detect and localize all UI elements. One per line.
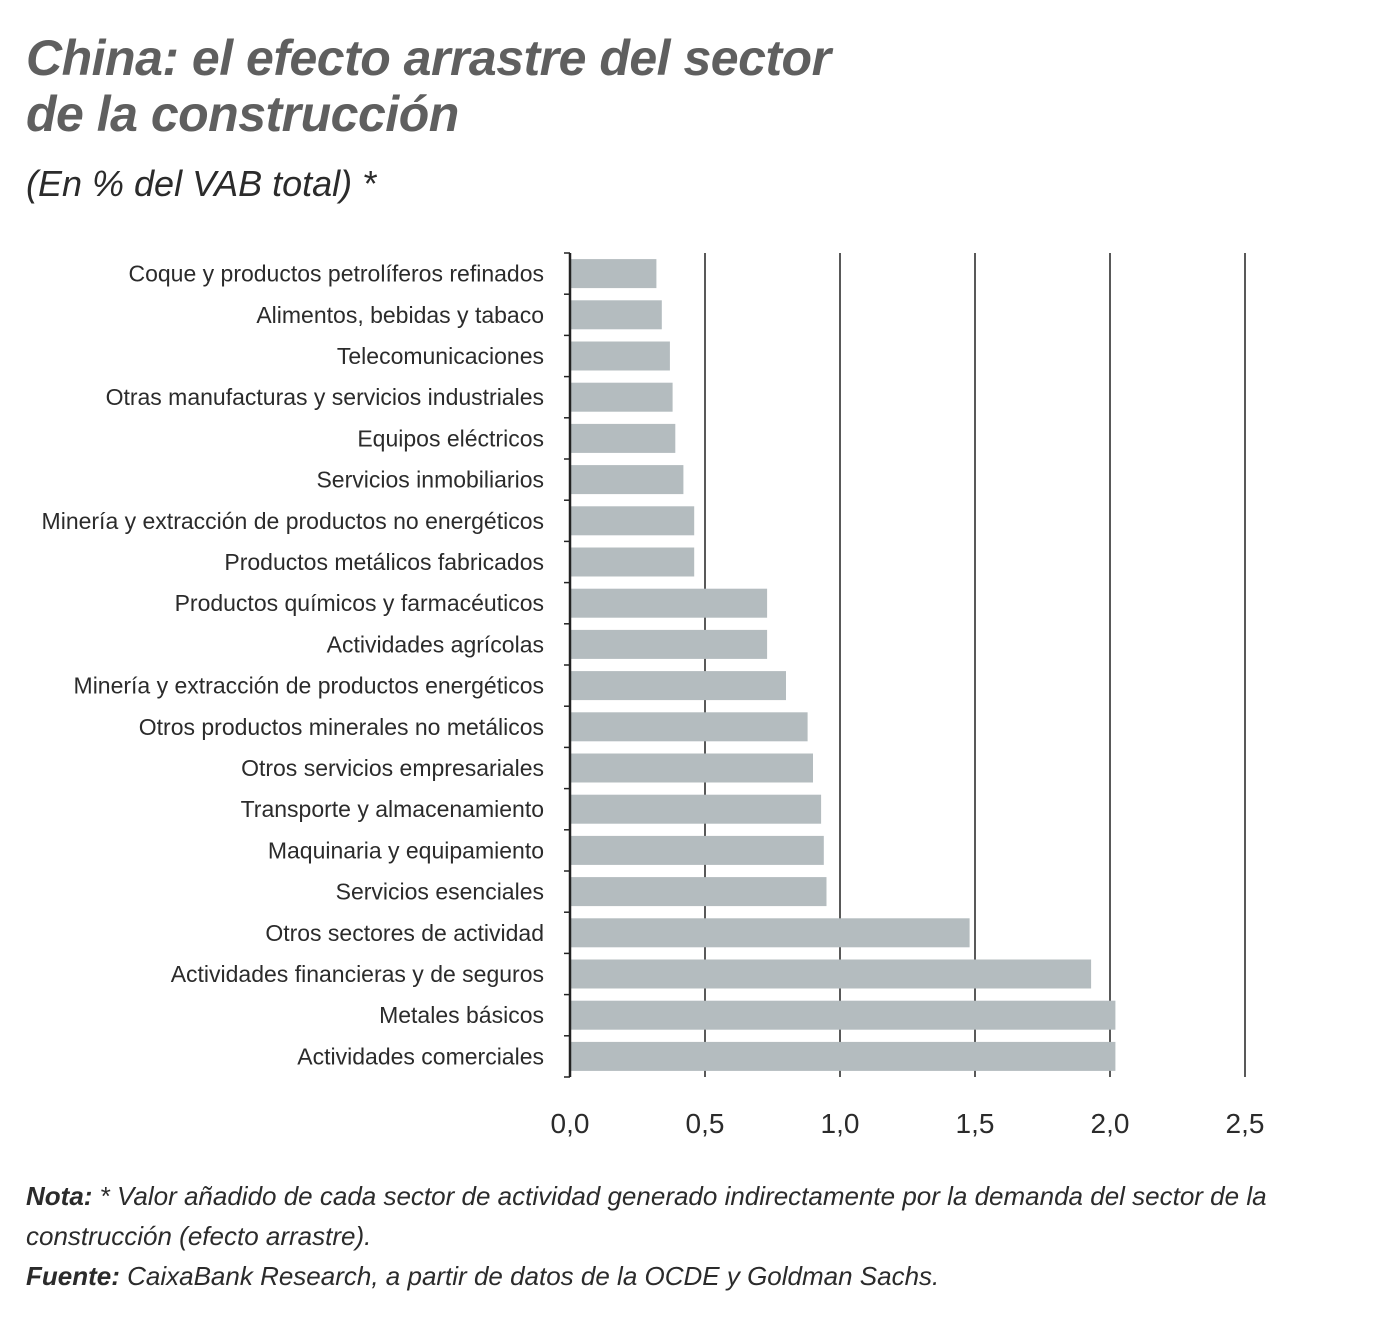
title-line-1: China: el efecto arrastre del sector	[26, 30, 831, 86]
category-label: Alimentos, bebidas y tabaco	[256, 302, 544, 328]
category-label: Coque y productos petrolíferos refinados	[128, 261, 544, 287]
category-label: Minería y extracción de productos no ene…	[42, 508, 544, 534]
category-label: Metales básicos	[379, 1002, 544, 1028]
bar-chart: Coque y productos petrolíferos refinados…	[42, 252, 1265, 1139]
bar	[570, 835, 824, 865]
category-label: Otras manufacturas y servicios industria…	[106, 384, 544, 410]
category-label: Telecomunicaciones	[337, 343, 544, 369]
category-label: Minería y extracción de productos energé…	[74, 673, 544, 699]
bar	[570, 1041, 1116, 1071]
category-label: Actividades agrícolas	[327, 631, 544, 657]
bar	[570, 506, 695, 536]
bar	[570, 629, 768, 659]
note: Nota: * Valor añadido de cada sector de …	[26, 1176, 1366, 1256]
bar	[570, 300, 662, 330]
bar	[570, 588, 768, 618]
x-tick-label: 1,5	[956, 1108, 995, 1139]
bar	[570, 959, 1092, 989]
bar	[570, 1000, 1116, 1030]
category-label: Otros servicios empresariales	[241, 755, 544, 781]
bar	[570, 918, 970, 948]
category-label: Otros sectores de actividad	[265, 920, 544, 946]
category-label: Productos metálicos fabricados	[224, 549, 544, 575]
chart-title: China: el efecto arrastre del sector de …	[26, 30, 1126, 142]
title-line-2: de la construcción	[26, 86, 459, 142]
bar	[570, 753, 813, 783]
category-label: Otros productos minerales no metálicos	[139, 714, 544, 740]
x-tick-label: 2,5	[1226, 1108, 1265, 1139]
bar	[570, 382, 673, 412]
bar	[570, 341, 670, 371]
bar	[570, 423, 676, 453]
bar	[570, 712, 808, 742]
bar	[570, 671, 786, 701]
bar	[570, 794, 822, 824]
x-tick-label: 0,0	[551, 1108, 590, 1139]
x-tick-label: 2,0	[1091, 1108, 1130, 1139]
bar	[570, 465, 684, 495]
chart-footer: Nota: * Valor añadido de cada sector de …	[26, 1176, 1366, 1296]
category-label: Productos químicos y farmacéuticos	[175, 590, 544, 616]
category-label: Maquinaria y equipamiento	[268, 837, 544, 863]
category-label: Actividades financieras y de seguros	[171, 961, 544, 987]
source: Fuente: CaixaBank Research, a partir de …	[26, 1256, 1366, 1296]
category-label: Transporte y almacenamiento	[241, 796, 544, 822]
bar	[570, 877, 827, 907]
bar	[570, 259, 657, 289]
x-tick-label: 1,0	[821, 1108, 860, 1139]
source-label: Fuente:	[26, 1261, 120, 1291]
category-label: Servicios inmobiliarios	[316, 467, 544, 493]
note-text: * Valor añadido de cada sector de activi…	[26, 1181, 1267, 1251]
source-text: CaixaBank Research, a partir de datos de…	[119, 1261, 940, 1291]
note-label: Nota:	[26, 1181, 93, 1211]
bar	[570, 547, 695, 577]
x-tick-label: 0,5	[686, 1108, 725, 1139]
chart-subtitle: (En % del VAB total) *	[26, 163, 377, 204]
category-label: Actividades comerciales	[297, 1043, 544, 1069]
category-label: Equipos eléctricos	[357, 425, 544, 451]
category-label: Servicios esenciales	[336, 879, 544, 905]
